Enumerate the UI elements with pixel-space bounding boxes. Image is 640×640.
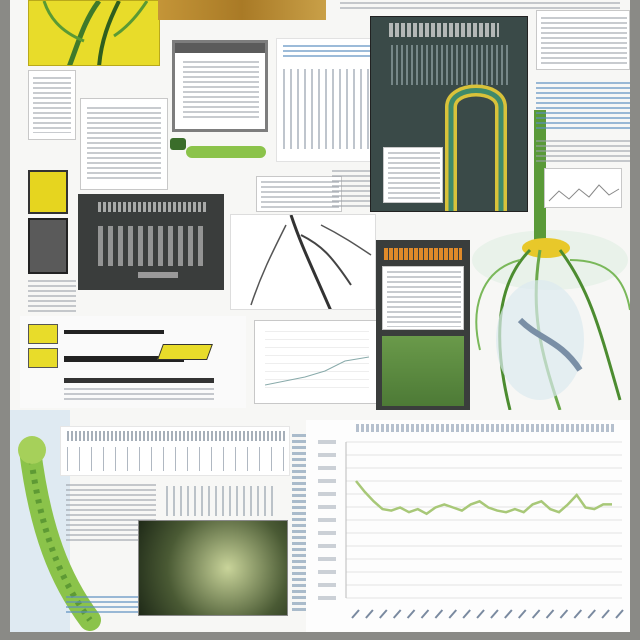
x-tick-mark	[448, 609, 458, 619]
small-document	[28, 70, 76, 140]
yellow-plant-panel	[28, 0, 160, 66]
x-tick-mark	[587, 609, 596, 619]
y-tick-mark	[318, 492, 336, 496]
x-tick-mark	[476, 609, 485, 619]
x-tick-mark	[601, 609, 610, 619]
collage-canvas	[10, 0, 630, 632]
x-tick-mark	[351, 609, 360, 619]
bottom-caption	[66, 596, 156, 616]
brochure-panel	[376, 240, 470, 410]
main-line-chart	[306, 420, 630, 632]
x-tick-mark	[504, 609, 513, 619]
y-tick-mark	[318, 479, 336, 483]
right-blue-lines	[536, 82, 630, 132]
window-screenshot	[172, 40, 268, 132]
barcode-strip	[60, 426, 290, 476]
camera-device	[28, 218, 68, 274]
y-tick-mark	[318, 453, 336, 457]
chart-heading-lines	[356, 424, 616, 432]
y-tick-mark	[318, 531, 336, 535]
large-tool-panel	[370, 16, 528, 212]
vertical-bars-panel	[276, 38, 376, 162]
y-tick-mark	[318, 466, 336, 470]
x-tick-mark	[392, 609, 402, 619]
bottom-mini-bars	[166, 486, 276, 516]
root-sketch-icon	[250, 215, 372, 309]
root-sketch	[230, 214, 376, 310]
header-text-lines	[340, 2, 620, 12]
y-tick-mark	[318, 583, 336, 587]
y-tick-mark	[318, 570, 336, 574]
plant-illustration-icon	[42, 1, 149, 65]
dark-chart-panel	[78, 194, 224, 290]
yellow-device	[28, 170, 68, 214]
series-line	[355, 480, 612, 516]
x-tick-mark	[559, 609, 569, 619]
corn-tassel-illustration-icon	[472, 110, 630, 410]
x-tick-mark	[573, 609, 583, 619]
x-tick-mark	[365, 609, 374, 619]
y-tick-mark	[318, 440, 336, 444]
text-block	[256, 176, 342, 212]
x-tick-mark	[420, 609, 430, 619]
y-tick-mark	[318, 544, 336, 548]
x-tick-mark	[531, 609, 541, 619]
wood-strip	[158, 0, 326, 20]
text-column	[332, 170, 376, 210]
x-tick-mark	[615, 609, 624, 619]
right-gray-lines	[536, 140, 630, 164]
y-tick-mark	[318, 596, 336, 600]
document-card	[80, 98, 168, 190]
right-text-card	[536, 10, 630, 70]
y-tick-mark	[318, 557, 336, 561]
x-tick-mark	[517, 609, 527, 619]
green-probe	[186, 146, 266, 158]
x-tick-mark	[379, 609, 388, 619]
clamp-tool-icon	[445, 84, 507, 211]
line-chart-svg	[318, 440, 624, 619]
y-tick-mark	[318, 518, 336, 522]
y-tick-mark	[318, 505, 336, 509]
plant-photo	[138, 520, 288, 616]
x-tick-mark	[545, 609, 555, 619]
x-tick-mark	[406, 609, 416, 619]
yellow-bar-stack	[20, 316, 246, 408]
right-sparkline	[544, 168, 622, 208]
small-line-chart	[254, 320, 378, 404]
x-tick-mark	[490, 609, 499, 619]
x-tick-mark	[434, 609, 444, 619]
x-tick-mark	[462, 609, 471, 619]
vertical-label-column	[292, 434, 306, 614]
